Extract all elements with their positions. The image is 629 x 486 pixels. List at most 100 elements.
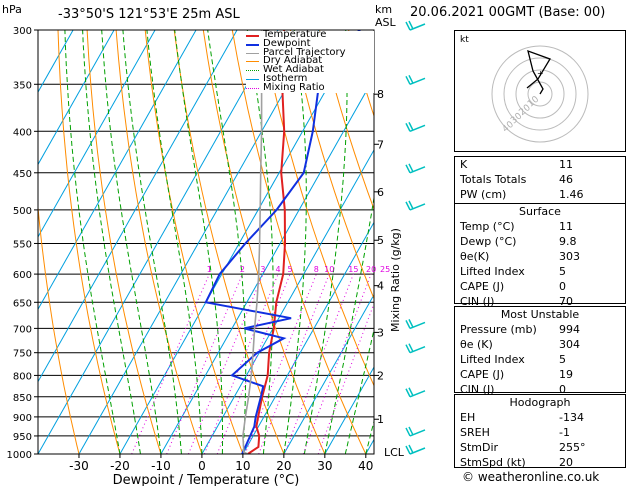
temperature-tick-label: 10: [235, 459, 250, 473]
legend-item: Mixing Ratio: [246, 82, 374, 93]
pressure-tick-label: 800: [13, 371, 32, 382]
index-label: EH: [460, 411, 476, 424]
legend: Temperature Dewpoint Parcel Trajectory Dry …: [246, 29, 374, 93]
pressure-tick-label: 1000: [7, 450, 32, 461]
index-value: 0: [559, 280, 566, 293]
index-value: 255°: [559, 441, 586, 454]
hodograph-ring: [515, 69, 565, 119]
index-label: θe(K): [460, 250, 490, 263]
wind-barb: [405, 444, 426, 455]
temperature-tick-label: -10: [151, 459, 171, 473]
isotherm-line: [242, 221, 374, 454]
temperature-line: [247, 30, 287, 454]
wind-barb: [405, 426, 426, 437]
index-label: K: [460, 158, 468, 171]
mixing-ratio-label: 3: [260, 265, 265, 274]
index-label: Temp (°C): [460, 220, 515, 233]
datetime-title: 20.06.2021 00GMT (Base: 00): [410, 5, 606, 20]
indices-panel: K 11 Totals Totals 46 PW (cm) 1.46: [454, 156, 626, 205]
index-value: 994: [559, 323, 580, 336]
height-tick-label: 2: [377, 369, 384, 382]
index-row: Lifted Index 5: [455, 264, 625, 279]
plot-frame: [37, 29, 375, 455]
location-title: -33°50'S 121°53'E 25m ASL: [58, 7, 240, 22]
mixing-ratio-line: [203, 273, 279, 454]
legend-item: Parcel Trajectory: [246, 47, 374, 58]
legend-item: Dry Adiabat: [246, 55, 374, 66]
hodograph-ring: [503, 57, 577, 131]
wet-adiabat-line: [122, 30, 182, 454]
dewpoint-line: [204, 30, 361, 454]
section-title: Surface: [519, 205, 561, 218]
mixing-ratio-line: [244, 273, 317, 454]
index-label: Pressure (mb): [460, 323, 537, 336]
mixing-ratio-label: 10: [324, 265, 334, 274]
mixing-ratio-line: [258, 273, 330, 454]
isotherm-line: [78, 30, 320, 454]
height-tick-label: 5: [377, 234, 384, 247]
temperature-tick-label: 30: [317, 459, 332, 473]
hodograph-ring: [527, 81, 553, 107]
dry-adiabat-line: [289, 30, 374, 300]
index-value: 20: [559, 456, 573, 469]
index-row: θe(K) 303: [455, 249, 625, 264]
dry-adiabat-line: [86, 30, 162, 454]
legend-swatch: [246, 35, 259, 37]
index-value: 9.8: [559, 235, 577, 248]
isotherm-line: [38, 30, 156, 238]
height-tick-label: 8: [377, 88, 384, 101]
index-label: StmSpd (kt): [460, 456, 526, 469]
dry-adiabat-line: [115, 30, 203, 454]
legend-swatch: [246, 79, 259, 80]
pressure-tick-label: 950: [13, 432, 32, 443]
index-value: 1.46: [559, 188, 584, 201]
legend-label: Isotherm: [263, 73, 308, 84]
pressure-tick-label: 850: [13, 393, 32, 404]
isotherm-line: [201, 148, 374, 454]
legend-swatch: [246, 87, 259, 89]
legend-item: Isotherm: [246, 73, 374, 84]
isotherm-line: [38, 30, 74, 94]
mixing-ratio-line: [166, 273, 243, 454]
isotherm-line: [160, 76, 374, 454]
index-row: CAPE (J) 0: [455, 279, 625, 294]
isotherm-line: [119, 30, 361, 454]
hodograph-table-panel: Hodograph EH -134 SREH -1 StmDir 255° StmSpd (k…: [454, 394, 626, 469]
index-row: Pressure (mb) 994: [455, 322, 625, 337]
index-row: EH -134: [455, 410, 625, 425]
index-value: -1: [559, 426, 570, 439]
mixing-ratio-line: [216, 273, 291, 454]
mixing-ratio-label: 4: [276, 265, 281, 274]
temperature-tick-label: 40: [358, 459, 373, 473]
index-label: CIN (J): [460, 383, 495, 396]
index-label: SREH: [460, 426, 490, 439]
index-row: SREH -1: [455, 425, 625, 440]
pressure-tick-label: 750: [13, 349, 32, 360]
most-unstable-panel: Most Unstable Pressure (mb) 994 θe (K) 304 Li…: [454, 306, 626, 396]
temperature-tick-label: 20: [276, 459, 291, 473]
mixing-ratio-label: 20: [366, 265, 376, 274]
index-row: Totals Totals 46: [455, 172, 625, 187]
mixing-ratio-axis-title: Mixing Ratio (g/kg): [389, 228, 402, 332]
index-row: K 11: [455, 157, 625, 172]
dry-adiabat-line: [231, 30, 367, 454]
wet-adiabat-line: [344, 327, 374, 454]
index-value: 5: [559, 353, 566, 366]
wet-adiabat-line: [246, 30, 274, 454]
wet-adiabat-line: [207, 30, 247, 454]
pressure-tick-label: 600: [13, 270, 32, 281]
parcel-trajectory-line: [242, 30, 263, 454]
index-row: StmDir 255°: [455, 440, 625, 455]
lcl-label: LCL: [384, 446, 405, 459]
wind-barb: [405, 74, 426, 85]
hpa-axis-label: hPa: [2, 3, 22, 16]
dry-adiabat-line: [144, 30, 244, 454]
hodograph-trace: [526, 49, 551, 95]
index-row: CIN (J) 70: [455, 294, 625, 309]
index-value: 5: [559, 265, 566, 278]
index-label: Totals Totals: [460, 173, 527, 186]
index-label: Lifted Index: [460, 265, 525, 278]
wind-barb: [405, 200, 426, 211]
